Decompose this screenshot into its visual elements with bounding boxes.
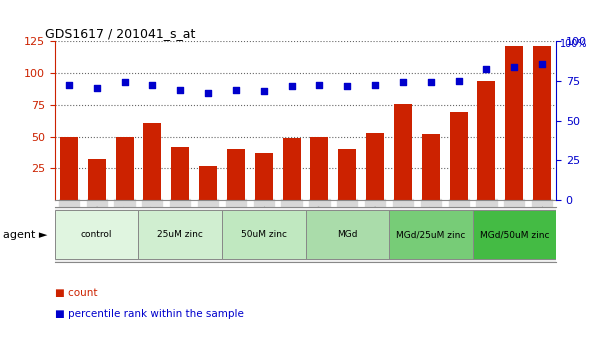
Point — [64, 82, 74, 87]
Point — [120, 79, 130, 85]
Text: MGd/25uM zinc: MGd/25uM zinc — [396, 230, 466, 239]
Bar — [144, 123, 161, 200]
Point — [203, 91, 213, 96]
Bar — [310, 137, 329, 200]
Point — [147, 82, 157, 87]
Text: MGd: MGd — [337, 230, 357, 239]
Point — [315, 82, 324, 87]
Bar — [306, 210, 389, 259]
Bar — [255, 153, 273, 200]
Point — [537, 61, 547, 67]
Text: 100%: 100% — [560, 39, 588, 49]
Point — [510, 64, 519, 70]
Point — [175, 87, 185, 92]
Bar — [472, 210, 556, 259]
Text: 25uM zinc: 25uM zinc — [157, 230, 203, 239]
Text: GDS1617 / 201041_s_at: GDS1617 / 201041_s_at — [45, 27, 196, 40]
Bar — [422, 134, 440, 200]
Bar — [505, 47, 523, 200]
Point — [342, 83, 352, 89]
Point — [481, 67, 491, 72]
Point — [454, 78, 464, 83]
Text: 50uM zinc: 50uM zinc — [241, 230, 287, 239]
Point — [92, 86, 101, 91]
Bar — [222, 210, 306, 259]
Text: ■ count: ■ count — [55, 288, 98, 298]
Bar — [389, 210, 472, 259]
Bar — [366, 133, 384, 200]
Point — [370, 82, 380, 87]
Bar — [60, 137, 78, 200]
Bar — [199, 166, 217, 200]
Bar — [171, 147, 189, 200]
Bar — [139, 210, 222, 259]
Text: MGd/50uM zinc: MGd/50uM zinc — [480, 230, 549, 239]
Point — [259, 88, 269, 94]
Text: agent ►: agent ► — [3, 230, 48, 239]
Bar — [477, 81, 496, 200]
Bar — [55, 210, 139, 259]
Point — [426, 79, 436, 85]
Bar — [533, 47, 551, 200]
Bar — [227, 149, 245, 200]
Point — [231, 87, 241, 92]
Text: ■ percentile rank within the sample: ■ percentile rank within the sample — [55, 309, 244, 319]
Bar — [282, 138, 301, 200]
Text: control: control — [81, 230, 112, 239]
Bar — [115, 137, 134, 200]
Bar — [450, 112, 467, 200]
Bar — [88, 159, 106, 200]
Point — [287, 83, 296, 89]
Point — [398, 79, 408, 85]
Bar — [338, 149, 356, 200]
Bar — [394, 104, 412, 200]
